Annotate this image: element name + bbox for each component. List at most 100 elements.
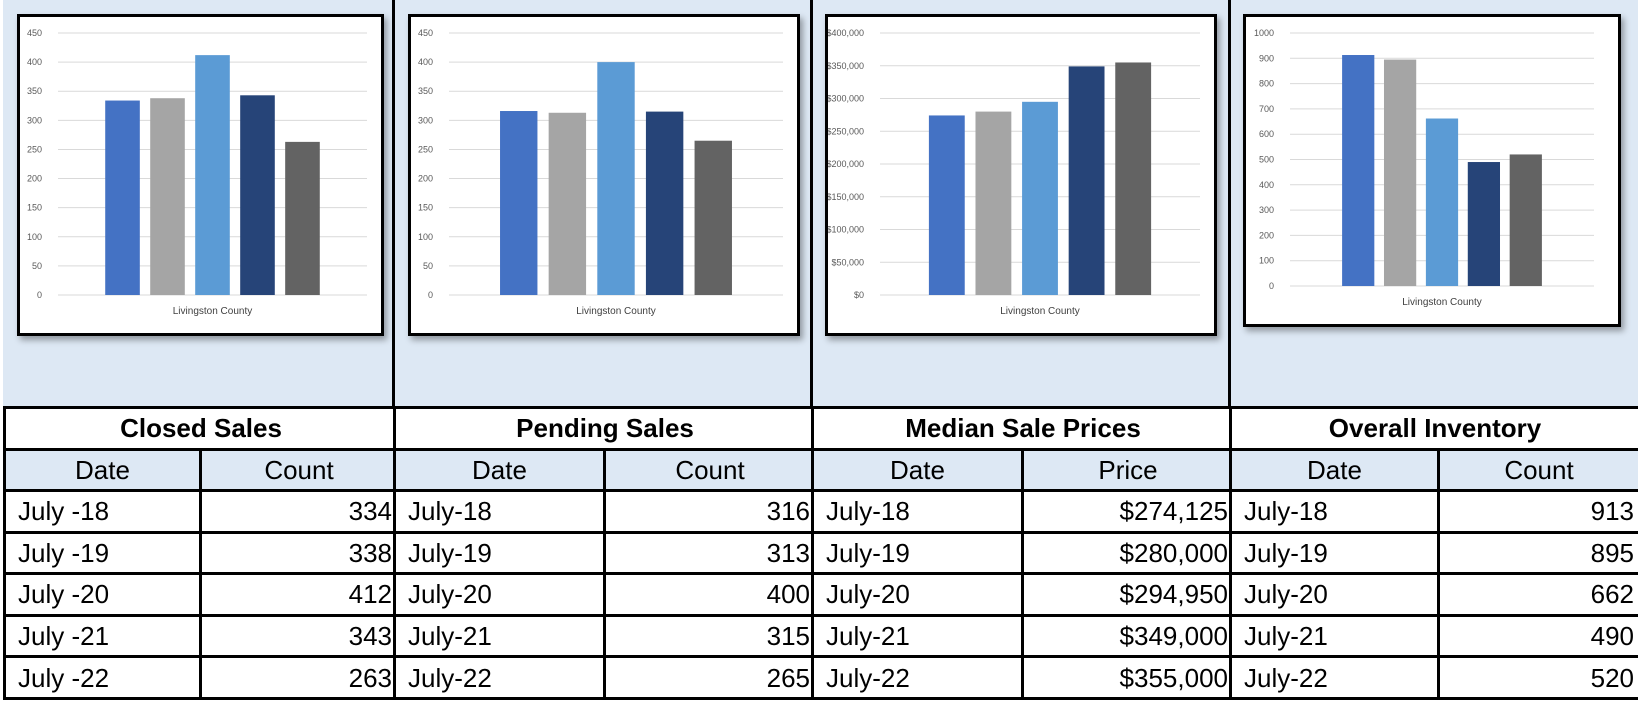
y-tick-label: 0: [37, 290, 42, 300]
date-cell: July-18: [811, 489, 1024, 534]
date-cell: July -21: [3, 613, 202, 659]
table-title: Pending Sales: [392, 406, 818, 451]
y-tick-label: 1000: [1254, 28, 1274, 38]
date-cell: July-20: [811, 572, 1024, 617]
bar: [1342, 55, 1375, 286]
date-cell: July -19: [3, 530, 202, 576]
y-tick-label: 800: [1259, 79, 1274, 89]
table-row: July-22 265: [393, 655, 818, 700]
overall-inventory-table: Overall Inventory Date Count July-18 913 …: [1228, 406, 1638, 700]
column-header-date: Date: [393, 448, 606, 492]
median-sale-prices-chart-panel: $0 $50,000 $100,000 $150,000 $200,000 $250,00…: [813, 0, 1231, 406]
table-row: July -22 263: [3, 655, 400, 700]
median-sale-prices-table: Median Sale Prices Date Price July-18 $27…: [811, 406, 1235, 700]
price-cell: $274,125: [1021, 489, 1235, 534]
y-tick-label: 200: [418, 174, 433, 184]
pending-sales-table: Pending Sales Date Count July-18 316 July…: [392, 406, 818, 700]
y-tick-label: 250: [27, 144, 42, 154]
date-cell: July-22: [1229, 655, 1440, 700]
table-row: July -20 412: [3, 572, 400, 617]
bar: [1022, 101, 1058, 296]
y-tick-label: 250: [418, 144, 433, 154]
y-tick-label: 50: [32, 261, 42, 271]
date-cell: July-20: [1229, 572, 1440, 617]
column-header-count: Count: [1436, 448, 1638, 492]
bar: [928, 115, 965, 296]
count-cell: 316: [602, 489, 818, 534]
bar: [1509, 154, 1542, 286]
y-tick-label: 400: [418, 57, 433, 67]
table-title: Median Sale Prices: [811, 406, 1235, 451]
y-tick-label: 200: [27, 174, 42, 184]
median-sale-prices-chart: $0 $50,000 $100,000 $150,000 $200,000 $250,00…: [825, 14, 1217, 336]
y-tick-label: $300,000: [828, 94, 864, 104]
y-tick-label: 900: [1259, 53, 1274, 63]
bar: [150, 98, 185, 295]
y-tick-label: $0: [854, 290, 864, 300]
y-tick-label: 600: [1259, 129, 1274, 139]
column-header-count: Count: [602, 448, 818, 492]
bar: [285, 141, 320, 295]
y-tick-label: 350: [418, 86, 433, 96]
y-tick-label: 400: [1259, 180, 1274, 190]
price-cell: $355,000: [1021, 655, 1235, 700]
table-row: July-18 316: [393, 489, 818, 534]
count-cell: 913: [1436, 489, 1638, 534]
date-cell: July -18: [3, 489, 202, 534]
column-header-date: Date: [811, 448, 1024, 492]
table-row: July-22 520: [1229, 655, 1638, 700]
y-tick-label: 200: [1259, 230, 1274, 240]
y-tick-label: 100: [27, 232, 42, 242]
count-cell: 412: [198, 572, 400, 617]
date-cell: July-19: [1229, 530, 1440, 576]
price-cell: $280,000: [1021, 530, 1235, 576]
y-tick-label: 300: [27, 115, 42, 125]
price-cell: $349,000: [1021, 613, 1235, 659]
x-category-label: Livingston County: [576, 306, 656, 317]
table-row: July -18 334: [3, 489, 400, 534]
table-row: July-19 $280,000: [811, 530, 1235, 576]
count-cell: 334: [198, 489, 400, 534]
count-cell: 490: [1436, 613, 1638, 659]
count-cell: 313: [602, 530, 818, 576]
y-tick-label: $250,000: [828, 126, 864, 136]
count-cell: 400: [602, 572, 818, 617]
y-tick-label: 100: [1259, 256, 1274, 266]
bar: [548, 112, 587, 296]
bar: [105, 100, 140, 295]
y-tick-label: 300: [418, 115, 433, 125]
date-cell: July-19: [811, 530, 1024, 576]
bar: [1425, 118, 1459, 286]
date-cell: July-19: [393, 530, 606, 576]
y-tick-label: 700: [1259, 104, 1274, 114]
table-row: July-19 895: [1229, 530, 1638, 576]
bar: [1115, 62, 1152, 295]
table-title: Overall Inventory: [1228, 406, 1638, 451]
column-header-count: Count: [198, 448, 400, 492]
column-header-price: Price: [1021, 448, 1235, 492]
table-row: July-20 662: [1229, 572, 1638, 617]
x-category-label: Livingston County: [173, 306, 253, 317]
y-tick-label: 450: [418, 28, 433, 38]
date-cell: July-22: [811, 655, 1024, 700]
closed-sales-chart-svg: 0 50 100 150 200 250 300 350 400 450 Livingston Co…: [27, 28, 367, 317]
bar: [694, 140, 732, 295]
y-tick-label: 0: [428, 290, 433, 300]
bar: [1068, 66, 1105, 295]
date-cell: July-21: [811, 613, 1024, 659]
bar: [500, 111, 538, 295]
count-cell: 315: [602, 613, 818, 659]
count-cell: 343: [198, 613, 400, 659]
table-row: July-20 400: [393, 572, 818, 617]
y-tick-label: 100: [418, 232, 433, 242]
table-row: July -19 338: [3, 530, 400, 576]
bar: [645, 111, 684, 295]
count-cell: 265: [602, 655, 818, 700]
overall-inventory-chart: 0 100 200 300 400 500 600 700 800 900 1000 Livingst…: [1243, 14, 1621, 327]
y-tick-label: 150: [418, 203, 433, 213]
closed-sales-chart-panel: 0 50 100 150 200 250 300 350 400 450 Livingston Co…: [3, 0, 395, 406]
table-row: July-18 913: [1229, 489, 1638, 534]
bar: [195, 55, 230, 295]
date-cell: July -22: [3, 655, 202, 700]
